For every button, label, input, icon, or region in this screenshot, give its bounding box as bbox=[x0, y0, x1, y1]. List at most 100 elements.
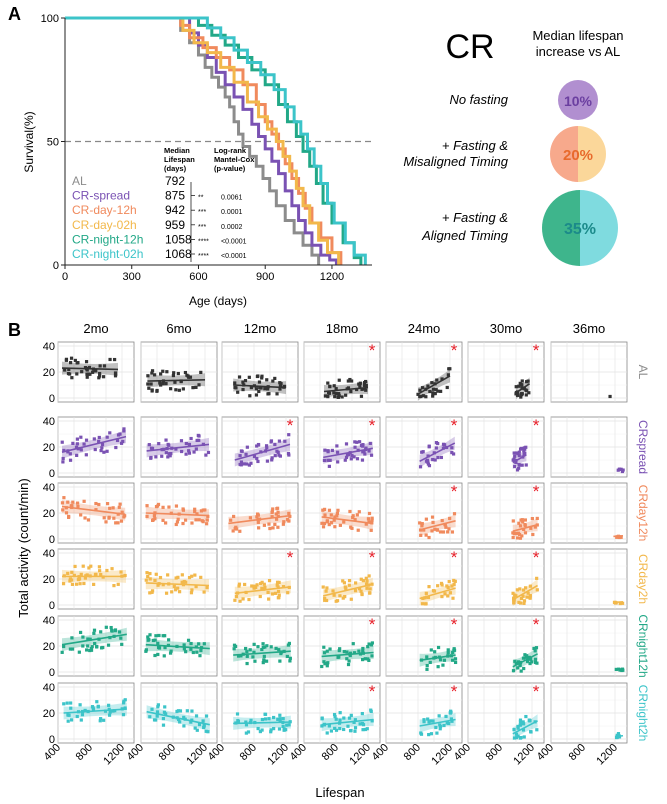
data-point bbox=[245, 654, 249, 658]
activity-cell-CRnight12h-12mo bbox=[221, 615, 299, 677]
data-point bbox=[191, 386, 195, 390]
data-point bbox=[118, 502, 122, 506]
data-point bbox=[190, 521, 194, 525]
data-point bbox=[357, 649, 361, 653]
data-point bbox=[347, 659, 351, 663]
data-point bbox=[86, 372, 90, 376]
activity-y-tick-label: 40 bbox=[43, 615, 55, 627]
data-point bbox=[205, 518, 209, 522]
data-point bbox=[326, 458, 330, 462]
data-point bbox=[522, 666, 526, 671]
data-point bbox=[155, 389, 159, 393]
activity-x-tick-label: 1200 bbox=[594, 742, 620, 768]
data-point bbox=[236, 654, 241, 658]
data-point bbox=[360, 711, 364, 716]
data-point bbox=[189, 436, 193, 441]
activity-cell-CRday2h-24mo: * bbox=[385, 548, 463, 610]
data-point bbox=[368, 441, 372, 446]
activity-x-tick-label: 800 bbox=[74, 742, 95, 763]
data-point bbox=[348, 377, 352, 382]
activity-cell-CRday2h-2mo bbox=[57, 548, 135, 610]
data-point bbox=[442, 723, 446, 728]
data-point bbox=[450, 530, 455, 534]
data-point bbox=[167, 452, 171, 456]
data-point bbox=[75, 437, 79, 441]
data-point bbox=[155, 710, 160, 714]
data-point bbox=[361, 646, 365, 651]
data-point bbox=[173, 380, 177, 384]
data-point bbox=[342, 716, 346, 720]
data-point bbox=[197, 518, 201, 522]
data-point bbox=[109, 625, 113, 630]
data-point bbox=[353, 718, 357, 722]
data-point bbox=[68, 579, 72, 583]
data-point bbox=[520, 518, 524, 522]
activity-x-tick-label: 1200 bbox=[101, 742, 127, 768]
data-point bbox=[271, 526, 275, 530]
data-point bbox=[325, 586, 329, 590]
data-point bbox=[424, 395, 428, 399]
data-point bbox=[441, 446, 446, 450]
activity-cell-AL-24mo: * bbox=[385, 341, 463, 403]
data-point bbox=[283, 439, 287, 443]
survival-curve-cr-day-02h bbox=[65, 16, 341, 265]
data-point bbox=[535, 728, 539, 732]
data-point bbox=[61, 456, 65, 461]
data-point bbox=[122, 429, 126, 433]
data-point bbox=[443, 523, 447, 527]
fit-line bbox=[233, 650, 291, 656]
data-point bbox=[436, 455, 440, 460]
data-point bbox=[338, 711, 342, 715]
data-point bbox=[180, 449, 184, 454]
fit-line bbox=[234, 443, 291, 461]
activity-x-tick-label: 400 bbox=[206, 742, 227, 763]
data-point bbox=[424, 517, 428, 521]
data-point bbox=[84, 453, 88, 457]
data-point bbox=[113, 629, 117, 633]
data-point bbox=[353, 726, 358, 730]
data-point bbox=[144, 578, 148, 582]
data-point bbox=[421, 450, 425, 454]
data-point bbox=[367, 511, 372, 516]
data-point bbox=[450, 446, 454, 450]
age-header-36mo: 36mo bbox=[573, 321, 606, 336]
data-point bbox=[422, 718, 426, 722]
data-point bbox=[270, 592, 275, 596]
data-point bbox=[175, 709, 179, 714]
data-point bbox=[260, 728, 264, 732]
data-point bbox=[243, 582, 247, 587]
data-point bbox=[197, 438, 201, 442]
data-point bbox=[82, 442, 86, 446]
data-point bbox=[420, 602, 425, 606]
data-point bbox=[530, 660, 534, 664]
data-point bbox=[245, 445, 249, 449]
data-point bbox=[517, 384, 521, 388]
survival-ticks: 0 300 600 900 1200 0 50 100 bbox=[41, 13, 345, 283]
data-point bbox=[426, 462, 430, 466]
data-point bbox=[344, 393, 348, 397]
data-point bbox=[107, 707, 111, 711]
data-point bbox=[432, 392, 436, 396]
data-point bbox=[343, 458, 347, 462]
data-point bbox=[146, 574, 150, 579]
data-point bbox=[517, 450, 521, 454]
significance-star: * bbox=[287, 416, 294, 435]
data-point bbox=[533, 660, 538, 665]
data-point bbox=[257, 526, 261, 530]
logrank-header-2: Mantel-Cox bbox=[214, 155, 255, 164]
data-point bbox=[332, 712, 337, 717]
data-point bbox=[520, 383, 524, 387]
data-point bbox=[519, 392, 524, 396]
data-point bbox=[524, 463, 528, 467]
data-point bbox=[362, 449, 366, 454]
data-point bbox=[94, 508, 98, 512]
data-point bbox=[168, 651, 173, 655]
data-point bbox=[520, 534, 524, 538]
data-point bbox=[420, 386, 425, 390]
data-point bbox=[255, 583, 259, 587]
data-point bbox=[270, 510, 274, 515]
data-point bbox=[522, 722, 526, 726]
table-row-median: 1068 bbox=[165, 247, 192, 261]
data-point bbox=[431, 520, 435, 525]
data-point bbox=[521, 588, 526, 592]
